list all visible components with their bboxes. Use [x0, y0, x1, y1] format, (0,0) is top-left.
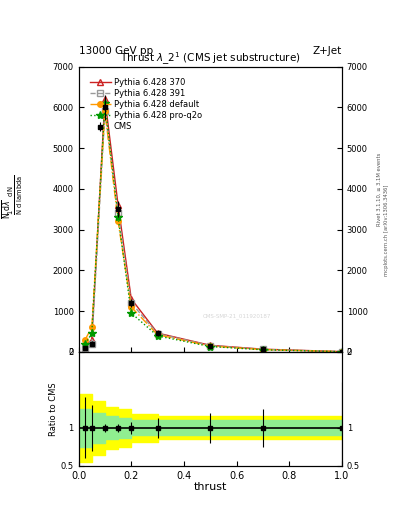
Pythia 6.428 391: [90, 340, 94, 347]
Pythia 6.428 pro-q2o: [116, 214, 120, 220]
Pythia 6.428 391: [340, 349, 344, 355]
Text: Rivet 3.1.10, ≥ 3.1M events: Rivet 3.1.10, ≥ 3.1M events: [377, 153, 382, 226]
Pythia 6.428 pro-q2o: [208, 344, 213, 350]
Pythia 6.428 370: [340, 349, 344, 355]
Pythia 6.428 default: [103, 109, 107, 115]
Pythia 6.428 370: [83, 344, 88, 350]
Pythia 6.428 370: [261, 346, 265, 352]
Pythia 6.428 default: [129, 304, 134, 310]
Line: Pythia 6.428 pro-q2o: Pythia 6.428 pro-q2o: [81, 99, 346, 356]
Line: Pythia 6.428 default: Pythia 6.428 default: [83, 109, 345, 354]
Pythia 6.428 391: [83, 345, 88, 351]
Pythia 6.428 default: [116, 218, 120, 224]
Pythia 6.428 391: [129, 300, 134, 306]
Pythia 6.428 pro-q2o: [129, 310, 134, 316]
Pythia 6.428 default: [90, 324, 94, 330]
Line: Pythia 6.428 370: Pythia 6.428 370: [82, 96, 345, 355]
Pythia 6.428 370: [90, 336, 94, 343]
Pythia 6.428 370: [129, 296, 134, 302]
Line: Pythia 6.428 391: Pythia 6.428 391: [82, 108, 345, 355]
Text: $\frac{1}{\mathrm{N}}\,\frac{\mathrm{dN}}{\mathrm{d}\,\mathrm{lambda}}$: $\frac{1}{\mathrm{N}}\,\frac{\mathrm{dN}…: [7, 174, 25, 215]
Pythia 6.428 default: [83, 336, 88, 343]
Pythia 6.428 pro-q2o: [261, 347, 265, 353]
Pythia 6.428 391: [208, 343, 213, 349]
Text: 13000 GeV pp: 13000 GeV pp: [79, 46, 153, 56]
Pythia 6.428 391: [116, 210, 120, 217]
Pythia 6.428 default: [340, 349, 344, 355]
Pythia 6.428 370: [103, 96, 107, 102]
Pythia 6.428 pro-q2o: [103, 100, 107, 106]
Pythia 6.428 391: [103, 109, 107, 115]
Pythia 6.428 370: [155, 330, 160, 336]
Pythia 6.428 pro-q2o: [340, 349, 344, 355]
Pythia 6.428 default: [155, 332, 160, 338]
Title: Thrust $\lambda\_2^1$ (CMS jet substructure): Thrust $\lambda\_2^1$ (CMS jet substruct…: [120, 50, 301, 67]
Text: Z+Jet: Z+Jet: [313, 46, 342, 56]
Text: mcplots.cern.ch [arXiv:1306.3436]: mcplots.cern.ch [arXiv:1306.3436]: [384, 185, 389, 276]
Pythia 6.428 default: [261, 347, 265, 353]
Y-axis label: $\frac{1}{\mathrm{N}}\frac{\mathrm{dN}}{\mathrm{d}\lambda}$: $\frac{1}{\mathrm{N}}\frac{\mathrm{dN}}{…: [0, 199, 14, 219]
X-axis label: thrust: thrust: [194, 482, 227, 492]
Pythia 6.428 391: [155, 331, 160, 337]
Text: CMS-SMP-21_011920187: CMS-SMP-21_011920187: [202, 313, 271, 319]
Pythia 6.428 pro-q2o: [83, 340, 88, 347]
Pythia 6.428 370: [116, 202, 120, 208]
Legend: Pythia 6.428 370, Pythia 6.428 391, Pythia 6.428 default, Pythia 6.428 pro-q2o, : Pythia 6.428 370, Pythia 6.428 391, Pyth…: [88, 76, 204, 133]
Pythia 6.428 pro-q2o: [155, 333, 160, 339]
Pythia 6.428 pro-q2o: [90, 330, 94, 336]
Pythia 6.428 370: [208, 342, 213, 348]
Pythia 6.428 391: [261, 346, 265, 352]
Y-axis label: Ratio to CMS: Ratio to CMS: [49, 382, 58, 436]
Pythia 6.428 default: [208, 343, 213, 349]
